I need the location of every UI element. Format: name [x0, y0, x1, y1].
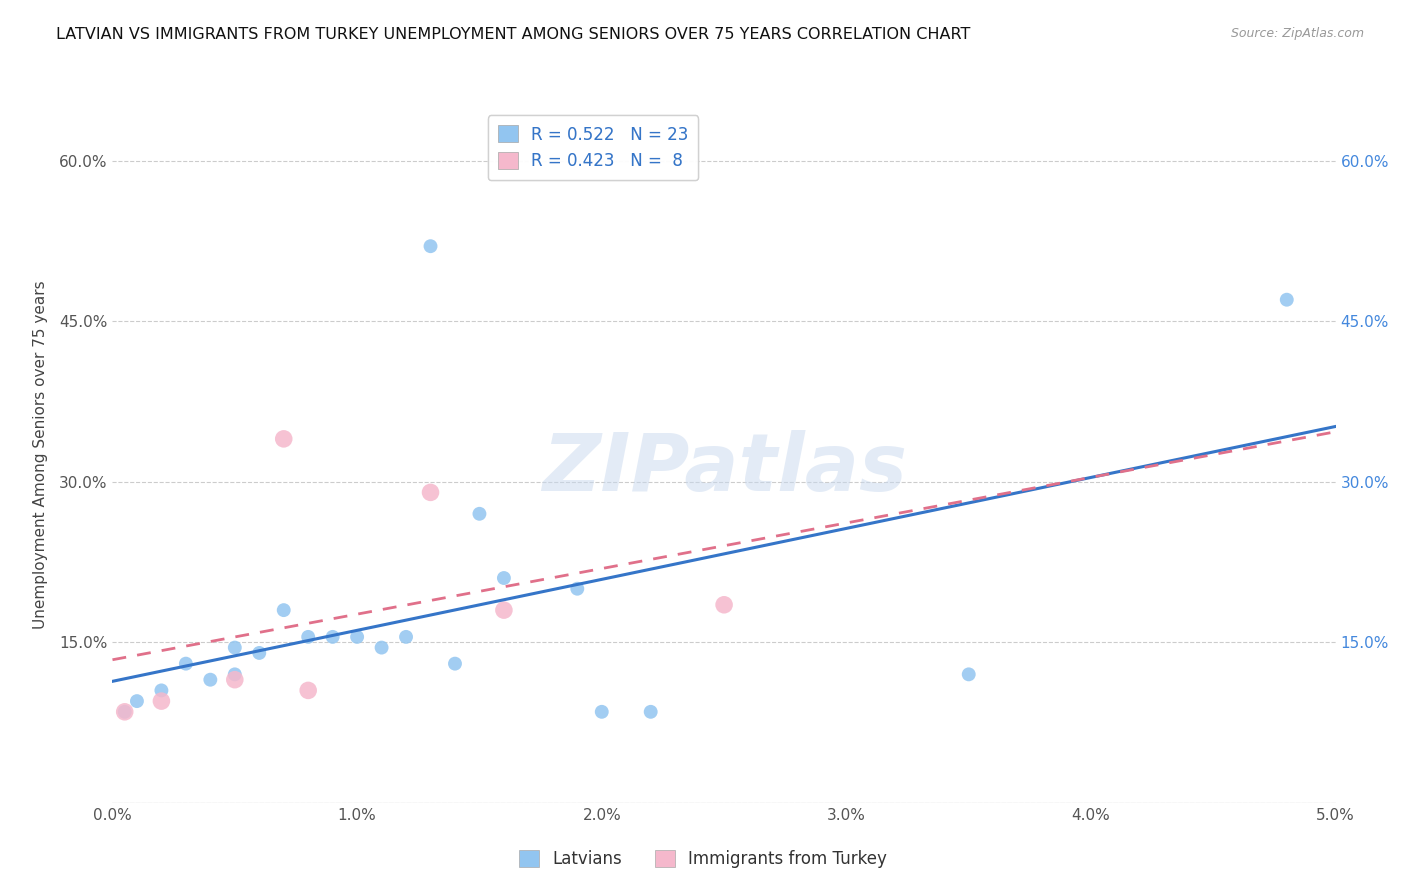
Point — [247, 646, 270, 660]
Point — [322, 630, 344, 644]
Point — [174, 657, 197, 671]
Point — [492, 571, 515, 585]
Point — [370, 640, 392, 655]
Point — [224, 640, 246, 655]
Point — [150, 683, 173, 698]
Point — [273, 603, 295, 617]
Point — [224, 667, 246, 681]
Point — [114, 705, 136, 719]
Point — [419, 239, 441, 253]
Text: LATVIAN VS IMMIGRANTS FROM TURKEY UNEMPLOYMENT AMONG SENIORS OVER 75 YEARS CORRE: LATVIAN VS IMMIGRANTS FROM TURKEY UNEMPL… — [56, 27, 970, 42]
Point — [567, 582, 589, 596]
Point — [297, 630, 319, 644]
Y-axis label: Unemployment Among Seniors over 75 years: Unemployment Among Seniors over 75 years — [32, 281, 48, 629]
Text: Source: ZipAtlas.com: Source: ZipAtlas.com — [1230, 27, 1364, 40]
Point — [468, 507, 491, 521]
Point — [1275, 293, 1298, 307]
Point — [591, 705, 613, 719]
Point — [492, 603, 515, 617]
Point — [297, 683, 319, 698]
Point — [125, 694, 148, 708]
Text: ZIPatlas: ZIPatlas — [541, 430, 907, 508]
Point — [713, 598, 735, 612]
Point — [346, 630, 368, 644]
Point — [114, 705, 136, 719]
Point — [273, 432, 295, 446]
Point — [640, 705, 662, 719]
Point — [395, 630, 418, 644]
Legend: R = 0.522   N = 23, R = 0.423   N =  8: R = 0.522 N = 23, R = 0.423 N = 8 — [488, 115, 699, 180]
Point — [150, 694, 173, 708]
Point — [224, 673, 246, 687]
Point — [957, 667, 980, 681]
Legend: Latvians, Immigrants from Turkey: Latvians, Immigrants from Turkey — [512, 843, 894, 875]
Point — [444, 657, 467, 671]
Point — [200, 673, 222, 687]
Point — [419, 485, 441, 500]
